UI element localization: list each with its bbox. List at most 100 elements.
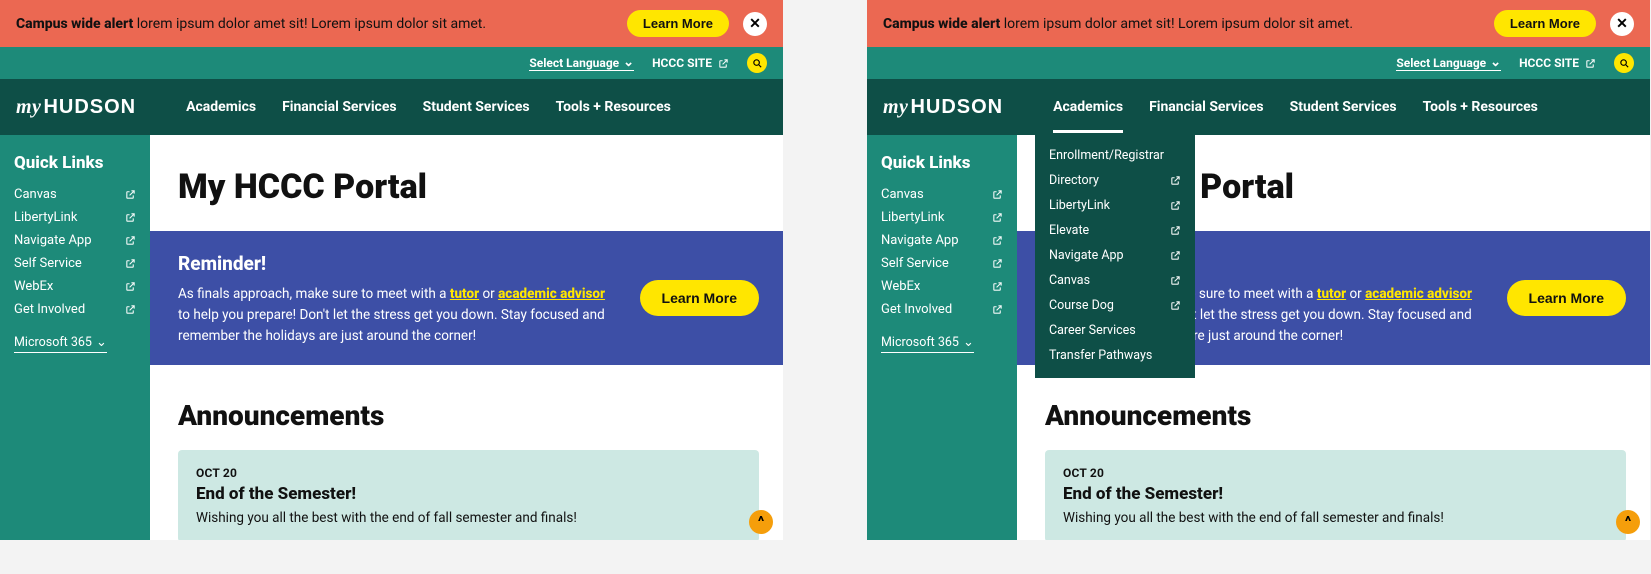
sidebar-item-navigate-app[interactable]: Navigate App bbox=[14, 229, 136, 252]
reminder-text: Reminder! As finals approach, make sure … bbox=[178, 249, 620, 347]
nav-item-academics[interactable]: Academics bbox=[1053, 81, 1123, 133]
dropdown-item-transfer-pathways[interactable]: Transfer Pathways bbox=[1035, 343, 1195, 368]
nav-item-student-services[interactable]: Student Services bbox=[1290, 81, 1397, 133]
language-selector[interactable]: Select Language ⌄ bbox=[529, 55, 634, 71]
search-button[interactable] bbox=[747, 53, 767, 73]
sidebar-item-label: Navigate App bbox=[881, 233, 959, 248]
reminder-post: to help you prepare! Don't let the stres… bbox=[178, 307, 605, 344]
dropdown-item-enrollment[interactable]: Enrollment/Registrar bbox=[1035, 143, 1195, 168]
dropdown-item-navigate[interactable]: Navigate App bbox=[1035, 243, 1195, 268]
search-icon bbox=[1619, 58, 1630, 69]
dropdown-item-label: Canvas bbox=[1049, 273, 1090, 288]
announcement-card: OCT 20 End of the Semester! Wishing you … bbox=[1045, 450, 1626, 540]
advisor-link[interactable]: academic advisor bbox=[498, 286, 605, 302]
reminder-learn-more-button[interactable]: Learn More bbox=[1507, 280, 1626, 316]
announcement-title: End of the Semester! bbox=[1063, 484, 1608, 504]
dropdown-item-directory[interactable]: Directory bbox=[1035, 168, 1195, 193]
nav-item-tools-resources[interactable]: Tools + Resources bbox=[1423, 81, 1538, 133]
sidebar-item-libertylink[interactable]: LibertyLink bbox=[14, 206, 136, 229]
sidebar-item-self-service[interactable]: Self Service bbox=[14, 252, 136, 275]
announcement-card: OCT 20 End of the Semester! Wishing you … bbox=[178, 450, 759, 540]
ms365-label: Microsoft 365 bbox=[881, 335, 959, 350]
external-link-icon bbox=[125, 212, 136, 223]
sidebar-item-canvas[interactable]: Canvas bbox=[881, 183, 1003, 206]
sidebar-item-canvas[interactable]: Canvas bbox=[14, 183, 136, 206]
sidebar-item-label: WebEx bbox=[14, 279, 53, 294]
microsoft-365-selector[interactable]: Microsoft 365 ⌄ bbox=[14, 335, 107, 353]
dropdown-item-label: LibertyLink bbox=[1049, 198, 1110, 213]
page-title: My HCCC Portal bbox=[178, 167, 759, 207]
logo-block: HUDSON bbox=[910, 96, 1003, 118]
sidebar-item-label: Canvas bbox=[881, 187, 924, 202]
sidebar-item-label: Canvas bbox=[14, 187, 57, 202]
hccc-site-link[interactable]: HCCC SITE bbox=[1519, 56, 1596, 70]
sidebar: Quick Links Canvas LibertyLink Navigate … bbox=[867, 135, 1017, 540]
dropdown-item-canvas[interactable]: Canvas bbox=[1035, 268, 1195, 293]
nav-item-student-services[interactable]: Student Services bbox=[423, 81, 530, 133]
scroll-to-top-button[interactable]: ^ bbox=[749, 510, 773, 534]
sidebar-item-label: Self Service bbox=[881, 256, 949, 271]
nav-item-financial-services[interactable]: Financial Services bbox=[1149, 81, 1264, 133]
sidebar-item-label: LibertyLink bbox=[881, 210, 944, 225]
nav-item-tools-resources[interactable]: Tools + Resources bbox=[556, 81, 671, 133]
reminder-learn-more-button[interactable]: Learn More bbox=[640, 280, 759, 316]
logo[interactable]: myHUDSON bbox=[883, 96, 1003, 119]
sidebar-item-get-involved[interactable]: Get Involved bbox=[14, 298, 136, 321]
language-label: Select Language bbox=[1396, 56, 1486, 70]
external-link-icon bbox=[1170, 300, 1181, 311]
external-link-icon bbox=[1585, 58, 1596, 69]
chevron-down-icon: ⌄ bbox=[1490, 55, 1501, 70]
alert-close-button[interactable]: ✕ bbox=[1610, 12, 1634, 36]
external-link-icon bbox=[125, 235, 136, 246]
tutor-link[interactable]: tutor bbox=[450, 286, 479, 302]
site-label: HCCC SITE bbox=[652, 56, 712, 70]
content: My HCCC Portal Reminder! As finals appro… bbox=[150, 135, 783, 540]
scroll-to-top-button[interactable]: ^ bbox=[1616, 510, 1640, 534]
utility-bar: Select Language ⌄ HCCC SITE bbox=[867, 47, 1650, 79]
dropdown-item-elevate[interactable]: Elevate bbox=[1035, 218, 1195, 243]
advisor-link[interactable]: academic advisor bbox=[1365, 286, 1472, 302]
external-link-icon bbox=[992, 235, 1003, 246]
nav-items: Academics Financial Services Student Ser… bbox=[186, 81, 671, 133]
logo-script: my bbox=[883, 96, 908, 118]
sidebar-item-navigate-app[interactable]: Navigate App bbox=[881, 229, 1003, 252]
announcement-date: OCT 20 bbox=[1063, 466, 1608, 480]
close-icon: ✕ bbox=[749, 16, 761, 32]
chevron-up-icon: ^ bbox=[1625, 514, 1631, 530]
external-link-icon bbox=[125, 189, 136, 200]
sidebar-item-self-service[interactable]: Self Service bbox=[881, 252, 1003, 275]
language-selector[interactable]: Select Language ⌄ bbox=[1396, 55, 1501, 71]
external-link-icon bbox=[125, 258, 136, 269]
tutor-link[interactable]: tutor bbox=[1317, 286, 1346, 302]
hccc-site-link[interactable]: HCCC SITE bbox=[652, 56, 729, 70]
sidebar-item-webex[interactable]: WebEx bbox=[881, 275, 1003, 298]
sidebar-item-label: Self Service bbox=[14, 256, 82, 271]
sidebar-item-webex[interactable]: WebEx bbox=[14, 275, 136, 298]
dropdown-item-label: Career Services bbox=[1049, 323, 1136, 338]
external-link-icon bbox=[1170, 225, 1181, 236]
sidebar-item-label: LibertyLink bbox=[14, 210, 77, 225]
screenshot-state-dropdown: Campus wide alert lorem ipsum dolor amet… bbox=[867, 0, 1650, 540]
sidebar-title: Quick Links bbox=[881, 153, 1003, 173]
search-button[interactable] bbox=[1614, 53, 1634, 73]
sidebar-item-libertylink[interactable]: LibertyLink bbox=[881, 206, 1003, 229]
ms365-label: Microsoft 365 bbox=[14, 335, 92, 350]
alert-close-button[interactable]: ✕ bbox=[743, 12, 767, 36]
nav-item-financial-services[interactable]: Financial Services bbox=[282, 81, 397, 133]
microsoft-365-selector[interactable]: Microsoft 365 ⌄ bbox=[881, 335, 974, 353]
logo[interactable]: myHUDSON bbox=[16, 96, 136, 119]
nav-item-academics[interactable]: Academics bbox=[186, 81, 256, 133]
close-icon: ✕ bbox=[1616, 16, 1628, 32]
sidebar-item-get-involved[interactable]: Get Involved bbox=[881, 298, 1003, 321]
external-link-icon bbox=[1170, 200, 1181, 211]
dropdown-item-libertylink[interactable]: LibertyLink bbox=[1035, 193, 1195, 218]
reminder-mid: or bbox=[479, 286, 498, 302]
external-link-icon bbox=[718, 58, 729, 69]
logo-script: my bbox=[16, 96, 41, 118]
dropdown-item-career-services[interactable]: Career Services bbox=[1035, 318, 1195, 343]
alert-strong: Campus wide alert bbox=[883, 16, 1000, 32]
alert-learn-more-button[interactable]: Learn More bbox=[1494, 10, 1596, 37]
alert-learn-more-button[interactable]: Learn More bbox=[627, 10, 729, 37]
reminder-pre: As finals approach, make sure to meet wi… bbox=[178, 286, 450, 302]
dropdown-item-course-dog[interactable]: Course Dog bbox=[1035, 293, 1195, 318]
